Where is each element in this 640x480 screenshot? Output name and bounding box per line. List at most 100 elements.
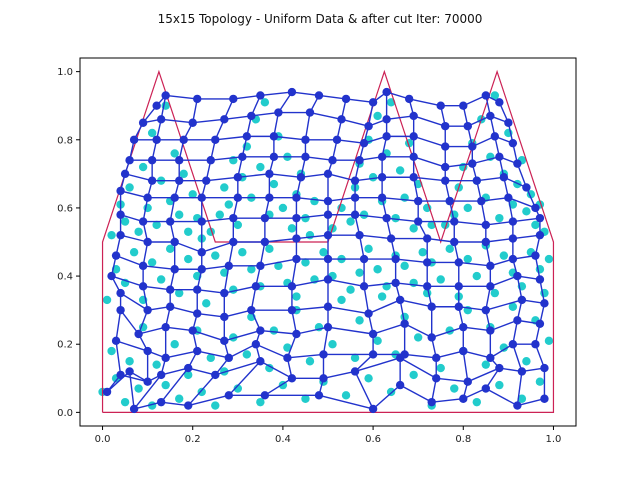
som-node: [395, 295, 405, 305]
som-edge: [386, 217, 419, 223]
som-edge: [201, 265, 229, 270]
y-tick-label: 0.2: [57, 340, 73, 351]
som-edge: [286, 333, 298, 359]
som-edge: [210, 156, 243, 161]
data-point: [147, 258, 157, 267]
data-point: [463, 203, 472, 213]
som-node: [355, 230, 364, 240]
som-node: [432, 374, 441, 383]
som-edge: [201, 241, 234, 253]
som-edge: [160, 367, 189, 376]
som-edge: [160, 367, 189, 403]
data-point: [265, 244, 274, 254]
som-node: [138, 261, 148, 271]
som-node: [116, 230, 125, 240]
som-edge: [399, 357, 437, 379]
som-node: [323, 210, 333, 219]
som-node: [197, 248, 206, 257]
data-point: [328, 340, 337, 349]
som-node: [292, 234, 301, 243]
som-edge: [517, 398, 545, 407]
som-edge: [120, 292, 149, 311]
data-point: [508, 302, 518, 311]
som-node: [540, 299, 549, 308]
som-edge: [296, 326, 329, 335]
som-node: [233, 173, 243, 182]
data-point: [188, 190, 197, 199]
data-point: [152, 220, 161, 230]
som-node: [535, 275, 545, 284]
data-point: [346, 285, 355, 294]
som-node: [165, 302, 175, 311]
som-node: [193, 94, 202, 104]
som-node: [156, 370, 166, 380]
data-point: [211, 401, 220, 410]
data-point: [409, 370, 418, 380]
som-edge: [516, 371, 523, 406]
som-node: [314, 91, 324, 100]
som-node: [454, 258, 463, 267]
som-node: [193, 309, 202, 318]
data-point: [125, 357, 134, 366]
data-point: [184, 227, 193, 236]
som-node: [319, 350, 328, 359]
som-node: [256, 261, 265, 271]
som-edge: [224, 309, 252, 318]
som-node: [486, 261, 495, 271]
y-tick-label: 0.0: [57, 408, 73, 419]
data-point: [220, 183, 229, 192]
data-point: [125, 183, 134, 192]
som-edge: [363, 282, 396, 287]
som-edge: [318, 394, 374, 410]
som-node: [454, 282, 463, 291]
data-point: [373, 111, 382, 121]
data-point: [531, 220, 540, 230]
data-point: [134, 384, 143, 393]
data-point: [283, 343, 292, 352]
som-edge: [327, 278, 365, 287]
data-point: [391, 213, 400, 223]
data-point: [292, 292, 301, 301]
som-node: [486, 111, 495, 121]
data-point: [269, 179, 279, 189]
som-node: [364, 121, 373, 131]
som-edge: [124, 173, 153, 182]
som-edge: [264, 377, 293, 396]
som-node: [125, 367, 134, 376]
som-edge: [192, 118, 225, 124]
data-point: [147, 128, 157, 138]
data-point: [535, 377, 545, 386]
som-node: [156, 397, 166, 407]
som-node: [350, 367, 360, 376]
som-node: [504, 118, 513, 127]
som-edge: [458, 261, 491, 267]
som-edge: [354, 176, 383, 182]
som-edge: [354, 357, 401, 373]
som-edge: [512, 344, 523, 372]
som-edge: [485, 387, 518, 407]
data-point: [337, 295, 346, 305]
som-edge: [458, 306, 486, 311]
som-node: [531, 340, 540, 349]
som-edge: [120, 309, 140, 335]
som-edge: [224, 285, 257, 294]
som-node: [143, 377, 152, 386]
som-node: [508, 340, 518, 349]
data-point: [206, 353, 215, 363]
som-node: [468, 142, 477, 151]
data-point: [436, 275, 445, 284]
som-node: [535, 319, 545, 328]
som-node: [427, 302, 436, 311]
data-point: [265, 363, 274, 373]
data-point: [359, 210, 369, 219]
som-edge: [187, 374, 216, 407]
som-node: [382, 115, 391, 124]
data-point: [364, 244, 373, 254]
som-edge: [197, 350, 229, 359]
som-node: [499, 173, 509, 182]
data-point: [260, 98, 270, 107]
som-edge: [197, 289, 225, 294]
som-edge: [327, 326, 374, 335]
som-node: [152, 135, 161, 144]
som-edge: [115, 340, 148, 352]
